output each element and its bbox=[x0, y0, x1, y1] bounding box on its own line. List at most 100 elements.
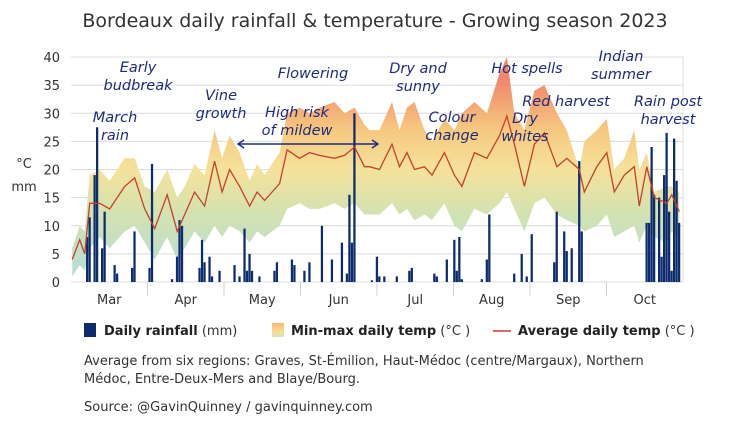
annotation: Dry and sunny bbox=[389, 61, 447, 95]
x-tick-label: Aug bbox=[479, 293, 504, 308]
x-tick-label: Sep bbox=[556, 293, 581, 308]
y-axis-label-celsius: °C bbox=[16, 157, 32, 172]
x-tick-label: Apr bbox=[175, 293, 198, 308]
rainfall-bar bbox=[198, 267, 201, 282]
rainfall-bar bbox=[653, 194, 656, 282]
rainfall-bar bbox=[410, 267, 413, 282]
annotation-line: whites bbox=[501, 129, 549, 145]
annotation-line: growth bbox=[196, 106, 247, 122]
annotation: Dry whites bbox=[501, 111, 549, 145]
rainfall-bar bbox=[435, 276, 438, 282]
rainfall-bar bbox=[350, 242, 354, 282]
rainfall-bar bbox=[210, 276, 214, 282]
rainfall-bar bbox=[670, 270, 673, 283]
annotation-line: change bbox=[425, 128, 478, 144]
rainfall-bar bbox=[248, 253, 251, 282]
annotation: Flowering bbox=[278, 66, 348, 82]
rainfall-bar bbox=[555, 211, 558, 282]
annotation-line: Early bbox=[120, 60, 157, 76]
annotation-line: sunny bbox=[396, 79, 440, 95]
rainfall-bar bbox=[658, 197, 661, 282]
note-line-1: Average from six regions: Graves, St-Émi… bbox=[84, 353, 644, 369]
rainfall-bar bbox=[673, 138, 676, 282]
rainfall-bar bbox=[93, 175, 96, 282]
rainfall-bar bbox=[275, 262, 279, 282]
y-tick-label: 25 bbox=[43, 135, 60, 150]
annotation-line: Flowering bbox=[278, 66, 348, 82]
rainfall-bar bbox=[303, 270, 306, 283]
rainfall-bar bbox=[101, 248, 104, 283]
rainfall-bar bbox=[293, 265, 296, 282]
rainfall-bar bbox=[353, 113, 356, 283]
annotation-line: Dry bbox=[512, 111, 538, 127]
rainfall-bar bbox=[290, 259, 294, 282]
y-tick-label: 30 bbox=[43, 107, 60, 122]
y-tick-label: 35 bbox=[43, 79, 60, 94]
legend: Daily rainfall (mm) Min-max daily temp (… bbox=[84, 323, 695, 339]
annotation-line: of mildew bbox=[262, 123, 333, 139]
annotation-line: Red harvest bbox=[522, 94, 611, 110]
annotation: High risk of mildew bbox=[262, 105, 333, 139]
rainfall-bar bbox=[103, 211, 106, 282]
rainfall-bar bbox=[433, 273, 436, 282]
rainfall-bar bbox=[445, 259, 448, 282]
rainfall-bar bbox=[200, 239, 204, 282]
rainfall-bar bbox=[408, 270, 411, 283]
rainfall-bar bbox=[453, 239, 456, 282]
rainfall-bar bbox=[330, 259, 334, 282]
rainfall-bar bbox=[525, 276, 528, 282]
rainfall-bars bbox=[86, 113, 681, 283]
rainfall-bar bbox=[668, 211, 671, 282]
rainfall-bar bbox=[580, 231, 583, 282]
rainfall-bar bbox=[96, 127, 99, 282]
rainfall-bar bbox=[395, 276, 398, 282]
rainfall-bar bbox=[578, 161, 581, 282]
rainfall-bar bbox=[308, 262, 311, 282]
rainfall-bar bbox=[131, 267, 134, 282]
rainfall-bar bbox=[175, 256, 179, 282]
rainfall-bar bbox=[485, 259, 488, 282]
y-axis-label-mm: mm bbox=[11, 180, 36, 195]
mildew-arrow bbox=[236, 139, 380, 149]
rainfall-bar bbox=[243, 228, 246, 282]
rainfall-bar bbox=[648, 222, 651, 282]
rainfall-bar bbox=[375, 256, 379, 282]
rainfall-bar bbox=[455, 270, 458, 283]
annotation-line: rain bbox=[101, 128, 129, 144]
rainfall-bar bbox=[88, 217, 91, 282]
y-tick-label: 10 bbox=[43, 220, 60, 235]
rainfall-bar bbox=[650, 147, 653, 282]
rainfall-bar bbox=[645, 222, 648, 282]
rainfall-bar bbox=[530, 234, 533, 282]
rainfall-bar bbox=[520, 253, 523, 282]
rainfall-bar bbox=[245, 270, 249, 283]
rainfall-bar bbox=[563, 231, 566, 282]
legend-rainfall-swatch bbox=[84, 323, 96, 337]
avg-temp-line bbox=[71, 113, 680, 260]
rainfall-bar bbox=[208, 256, 211, 282]
source-note: Source: @GavinQuinney / gavinquinney.com bbox=[84, 400, 373, 415]
annotation-line: harvest bbox=[641, 112, 697, 128]
rainfall-bar bbox=[458, 237, 461, 282]
rainfall-bar bbox=[178, 220, 181, 282]
rainfall-bar bbox=[378, 276, 381, 282]
rainfall-bar bbox=[258, 276, 261, 282]
x-tick-label: Jul bbox=[406, 293, 423, 308]
legend-rainfall: Daily rainfall (mm) bbox=[104, 324, 237, 339]
annotation-line: Indian bbox=[599, 49, 644, 65]
annotation-line: Rain post bbox=[634, 94, 703, 110]
x-tick-label: May bbox=[249, 293, 276, 308]
legend-temp-swatch bbox=[272, 323, 284, 337]
annotation: Vine growth bbox=[196, 88, 247, 122]
annotation: Early budbreak bbox=[104, 60, 174, 94]
rainfall-bar bbox=[565, 251, 568, 282]
y-tick-label: 40 bbox=[43, 51, 60, 66]
note-line-2: Médoc, Entre-Deux-Mers and Blaye/Bourg. bbox=[84, 372, 360, 387]
annotation: Colour change bbox=[425, 110, 478, 144]
rainfall-bar bbox=[273, 270, 276, 283]
rainfall-bar bbox=[238, 276, 241, 282]
arrow-head-right bbox=[371, 139, 380, 149]
rainfall-bar bbox=[348, 194, 351, 282]
rainfall-bar bbox=[320, 225, 324, 283]
rainfall-bar bbox=[460, 279, 463, 282]
